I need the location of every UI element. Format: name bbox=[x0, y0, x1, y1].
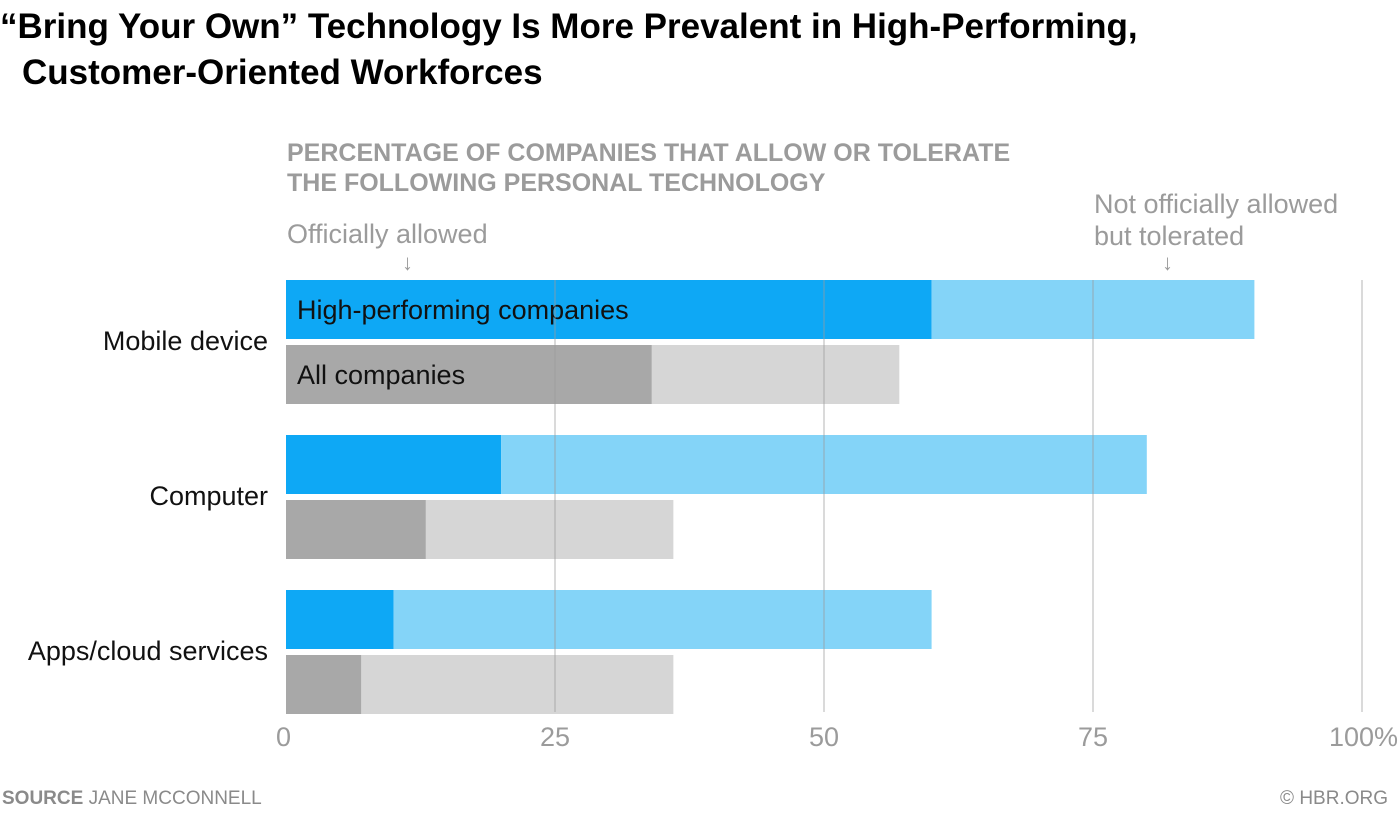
series-label: High-performing companies bbox=[297, 295, 629, 325]
bar-allowed bbox=[286, 435, 502, 494]
chart-title-line2: Customer-Oriented Workforces bbox=[22, 53, 543, 92]
source-note: SOURCE JANE MCCONNELL bbox=[2, 787, 262, 811]
chart-title: “Bring Your Own” Technology Is More Prev… bbox=[0, 4, 1380, 96]
bar-allowed bbox=[286, 500, 426, 559]
annotation-officially-allowed: Officially allowed bbox=[287, 219, 488, 249]
bar-allowed bbox=[286, 655, 362, 714]
category-label: Mobile device bbox=[103, 326, 268, 356]
series-label: All companies bbox=[297, 360, 465, 390]
x-tick-label: 75 bbox=[1078, 722, 1108, 752]
bar-allowed bbox=[286, 345, 652, 404]
bar-allowed bbox=[286, 590, 394, 649]
annotation-tolerated-line2: but tolerated bbox=[1094, 221, 1245, 251]
chart-subtitle: PERCENTAGE OF COMPANIES THAT ALLOW OR TO… bbox=[287, 138, 1107, 198]
bar-tolerated bbox=[393, 590, 932, 649]
bar-tolerated bbox=[651, 345, 900, 404]
category-label: Computer bbox=[149, 481, 268, 511]
bar-tolerated bbox=[361, 655, 674, 714]
category-label: Apps/cloud services bbox=[28, 636, 268, 666]
annotation-tolerated-line1: Not officially allowed bbox=[1094, 189, 1339, 219]
x-tick-label: 25 bbox=[540, 722, 570, 752]
source-label: SOURCE bbox=[2, 788, 84, 809]
x-tick-label: 100% bbox=[1329, 722, 1398, 752]
bar-tolerated bbox=[425, 500, 674, 559]
chart-title-line1: “Bring Your Own” Technology Is More Prev… bbox=[0, 7, 1138, 46]
chart-subtitle-line1: PERCENTAGE OF COMPANIES THAT ALLOW OR TO… bbox=[287, 139, 1011, 167]
arrow-down-icon: ↓ bbox=[1162, 250, 1173, 275]
source-text: JANE MCCONNELL bbox=[88, 788, 262, 809]
x-tick-label: 50 bbox=[809, 722, 839, 752]
arrow-down-icon: ↓ bbox=[402, 250, 413, 275]
copyright-credit: © HBR.ORG bbox=[1280, 788, 1388, 809]
x-tick-label: 0 bbox=[276, 722, 291, 752]
chart-subtitle-line2: THE FOLLOWING PERSONAL TECHNOLOGY bbox=[287, 169, 826, 197]
annotation-tolerated: Not officially allowed but tolerated bbox=[1094, 188, 1394, 252]
